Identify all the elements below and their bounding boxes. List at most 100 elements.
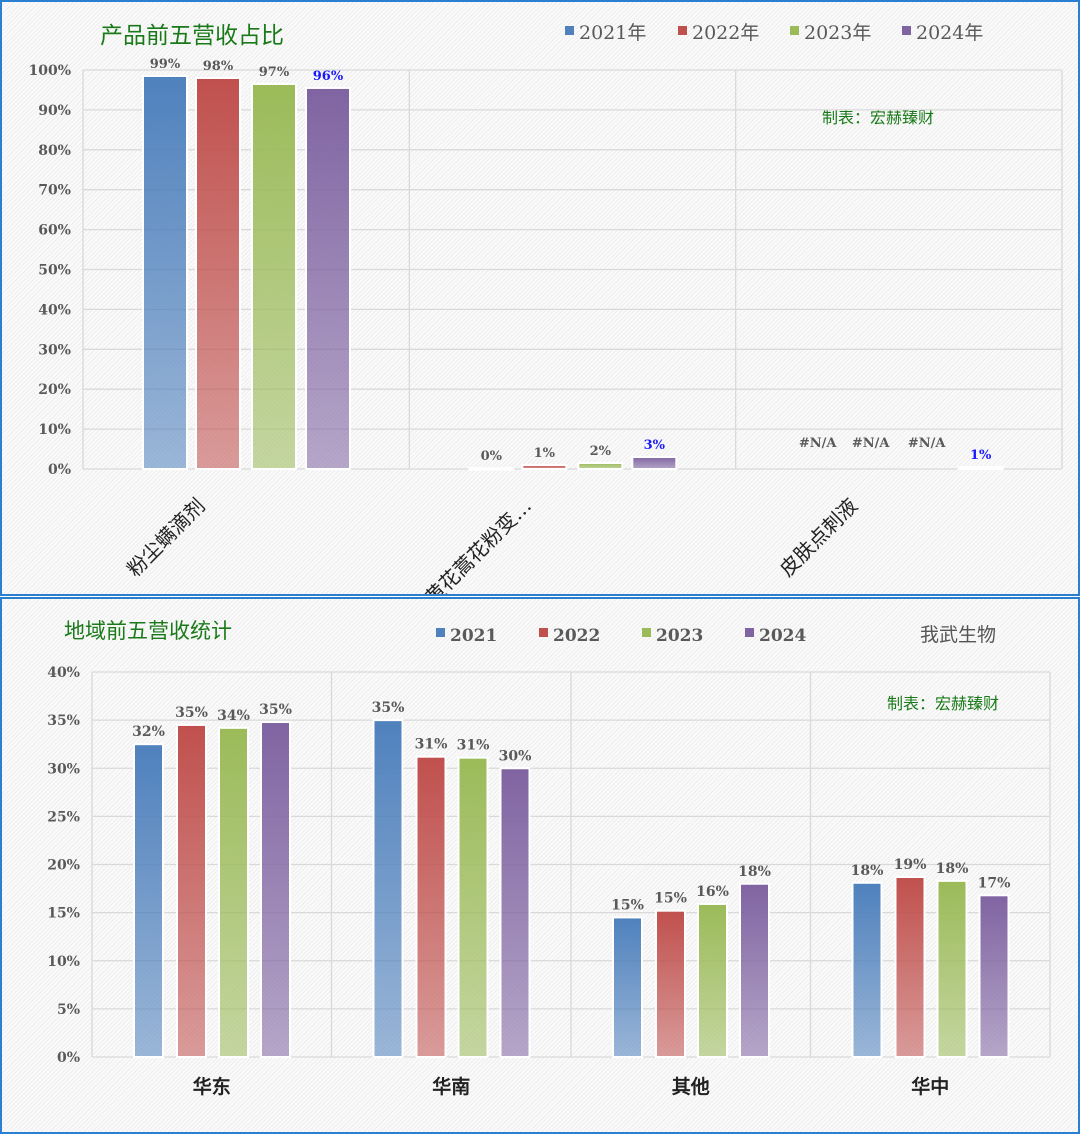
data-label: 15% — [654, 891, 687, 907]
y-tick-label: 0% — [57, 1050, 80, 1066]
data-label: 30% — [499, 748, 532, 764]
data-label: 2% — [590, 444, 612, 459]
y-tick-label: 25% — [47, 809, 80, 825]
legend-label: 2021年 — [579, 22, 646, 44]
bar-2024 — [499, 767, 531, 1058]
bar-2021 — [133, 743, 164, 1058]
y-tick-label: 50% — [38, 263, 71, 279]
product-revenue-chart-panel: 产品前五营收占比 2021年 2022年 2023年 2024年制表：宏赫臻财 0% 10%… — [0, 0, 1080, 596]
y-tick-label: 60% — [38, 223, 71, 239]
legend-swatch-2022 — [678, 26, 687, 35]
category-label: 皮肤点刺液 — [775, 494, 863, 582]
legend-swatch-2022 — [539, 628, 548, 637]
bar-2023 — [697, 902, 728, 1058]
legend-swatch-2024 — [745, 628, 754, 637]
chart-title: 地域前五营收统计 — [64, 619, 232, 643]
bar-2022 — [415, 755, 447, 1058]
bar-2022 — [521, 464, 568, 471]
category-label: 黄花蒿花粉变… — [420, 494, 536, 594]
y-tick-label: 100% — [28, 63, 71, 79]
legend-label: 2023 — [656, 626, 703, 646]
data-label: 16% — [696, 884, 729, 900]
y-tick-label: 80% — [38, 143, 71, 159]
data-label: 31% — [415, 737, 448, 753]
legend-label: 2022 — [553, 626, 600, 646]
bar-2021 — [468, 467, 515, 471]
data-label: #N/A — [852, 436, 891, 451]
legend-swatch-2023 — [642, 628, 651, 637]
data-label: 31% — [457, 738, 490, 754]
bar-2024 — [739, 882, 770, 1058]
legend-label: 2023年 — [804, 22, 871, 44]
bar-2024 — [978, 894, 1010, 1058]
credit-label: 制表：宏赫臻财 — [822, 108, 934, 127]
data-label: #N/A — [908, 436, 947, 451]
bar-2024 — [305, 86, 351, 471]
category-label: 华南 — [432, 1075, 470, 1098]
category-label: 其他 — [672, 1075, 710, 1098]
bar-2024 — [957, 466, 1004, 471]
bar-2024 — [260, 721, 291, 1059]
data-label: 18% — [851, 863, 884, 879]
data-label: 19% — [894, 857, 927, 873]
y-tick-label: 20% — [47, 858, 80, 874]
data-label: 1% — [534, 446, 556, 461]
y-tick-label: 40% — [38, 302, 71, 318]
data-label: 35% — [259, 702, 292, 718]
y-tick-label: 35% — [47, 713, 80, 729]
legend-label: 2021 — [450, 626, 497, 646]
legend-label: 2022年 — [692, 22, 759, 44]
data-label: 0% — [481, 449, 503, 464]
y-tick-label: 40% — [47, 665, 80, 681]
y-tick-label: 10% — [38, 422, 71, 438]
data-label: 15% — [611, 897, 644, 913]
data-label: 96% — [313, 69, 344, 84]
y-tick-label: 0% — [48, 462, 71, 478]
bar-2022 — [176, 723, 207, 1058]
region-revenue-chart-panel: 地域前五营收统计 2021 2022 2023 2024 我武生物制表：宏赫臻财 0% 5% 1… — [0, 597, 1080, 1134]
y-tick-label: 20% — [38, 382, 71, 398]
data-label: 18% — [936, 861, 969, 877]
legend-swatch-2021 — [436, 628, 445, 637]
category-label: 华中 — [911, 1075, 949, 1098]
bar-2022 — [894, 876, 926, 1059]
bar-2023 — [936, 879, 968, 1058]
legend-swatch-2023 — [790, 26, 799, 35]
category-label: 华东 — [193, 1075, 231, 1098]
bar-2021 — [851, 881, 883, 1058]
bar-2021 — [612, 916, 643, 1058]
bar-2023 — [218, 726, 249, 1058]
data-label: 35% — [175, 705, 208, 721]
legend-label: 2024年 — [916, 22, 983, 44]
bar-2023 — [251, 82, 297, 470]
y-tick-label: 30% — [47, 761, 80, 777]
legend-swatch-2024 — [902, 26, 911, 35]
data-label: 3% — [644, 438, 666, 453]
data-label: 34% — [217, 708, 250, 724]
y-tick-label: 10% — [47, 954, 80, 970]
bar-2023 — [577, 462, 624, 471]
bar-2021 — [372, 719, 404, 1058]
y-tick-label: 30% — [38, 342, 71, 358]
data-label: 18% — [738, 864, 771, 880]
category-label: 粉尘螨滴剂 — [122, 494, 210, 582]
data-label: 17% — [978, 875, 1011, 891]
y-tick-label: 5% — [57, 1002, 80, 1018]
y-tick-label: 15% — [47, 906, 80, 922]
bar-2021 — [142, 74, 188, 471]
credit-label: 制表：宏赫臻财 — [887, 694, 999, 713]
bar-2022 — [655, 909, 686, 1059]
legend-label: 2024 — [759, 626, 806, 646]
data-label: 32% — [132, 724, 165, 740]
data-label: 97% — [259, 65, 290, 80]
y-tick-label: 90% — [38, 103, 71, 119]
legend-swatch-2021 — [565, 26, 574, 35]
data-label: 99% — [150, 57, 181, 72]
y-tick-label: 70% — [38, 183, 71, 199]
bar-2023 — [457, 756, 489, 1058]
data-label: 1% — [970, 448, 992, 463]
data-label: #N/A — [799, 436, 838, 451]
chart-title: 产品前五营收占比 — [100, 23, 284, 49]
company-label: 我武生物 — [920, 624, 996, 646]
